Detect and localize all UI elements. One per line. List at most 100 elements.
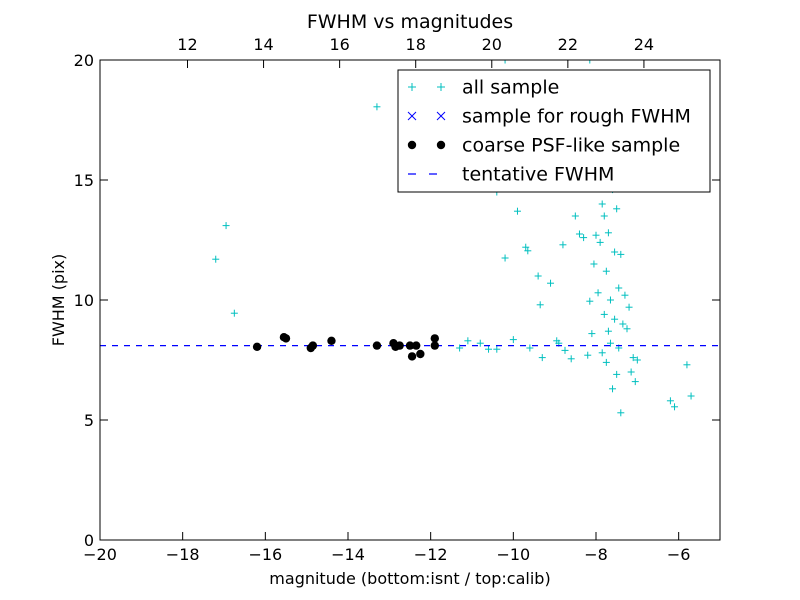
top-x-tick-label: 20 [482,35,502,54]
all-sample-point [600,212,608,220]
all-sample-point [687,392,695,400]
all-sample-point [464,337,472,345]
legend-entry: tentative FWHM [408,164,614,186]
all-sample-point [631,378,639,386]
psf-sample-point [281,334,291,343]
all-sample-point [575,230,583,238]
x-tick-label: −16 [248,545,282,564]
plot-area: −20 −18 −16 −14 −12 −10 −8 −6 0 5 10 15 20 12 14 16 18 20… [74,35,721,564]
all-sample-point [615,284,623,292]
top-x-tick-label: 18 [406,35,426,54]
all-sample-point [633,356,641,364]
all-sample-point [611,315,619,323]
x-tick-label: −12 [414,545,448,564]
legend-entry: all sample [408,77,559,99]
psf-sample-point [407,352,417,361]
all-sample-point [683,361,691,369]
all-sample-point [524,247,532,255]
top-x-tick-label: 16 [329,35,349,54]
x-tick-label: −6 [667,545,691,564]
x-tick-label: −14 [331,545,365,564]
all-sample-point [600,310,608,318]
all-sample-point [571,212,579,220]
all-sample-point [493,345,501,353]
all-sample-point [230,309,238,317]
psf-sample-point [416,349,425,359]
all-sample-point [594,289,602,297]
legend: all sample sample for rough FWHM coarse PS… [397,69,711,193]
x-tick-label: −8 [584,545,608,564]
all-sample-point [559,241,567,249]
all-sample-point [588,330,596,338]
chart-title: FWHM vs magnitudes [307,11,513,33]
legend-label: all sample [462,77,559,99]
top-x-tick-label: 12 [177,35,197,54]
data-marks [100,60,720,417]
all-sample-point [547,279,555,287]
x-axis-label: magnitude (bottom:isnt / top:calib) [269,569,550,588]
legend-label: sample for rough FWHM [462,106,691,128]
all-sample-point [592,231,600,239]
x-tick-label: −18 [166,545,200,564]
all-sample-point [561,346,569,354]
all-sample-point [598,349,606,357]
psf-sample-point [430,334,439,343]
all-sample-point [625,303,633,311]
all-sample-point [609,385,617,393]
psf-sample-point [405,341,415,350]
legend-x-b [436,111,446,121]
all-sample-point [526,344,534,352]
legend-psf-marker [407,140,417,150]
y-tick-label: 5 [84,411,94,430]
all-sample-point [671,403,679,411]
psf-sample-point [395,341,404,350]
all-sample-point [611,248,619,256]
y-tick-label: 20 [74,51,94,70]
all-sample-point [629,354,637,362]
x-tick-label: −10 [496,545,530,564]
all-sample-point [606,296,614,304]
all-sample-point [501,254,509,262]
all-sample-point [580,234,588,242]
psf-sample-point [327,336,336,345]
all-sample-point [536,301,544,309]
all-sample-point [476,339,484,347]
all-sample-point [586,60,594,64]
all-sample-point [666,397,674,405]
all-sample-point [373,103,381,111]
y-tick-label: 0 [84,531,94,550]
psf-sample-point [430,341,439,350]
all-sample-point [606,339,614,347]
all-sample-point [602,358,610,366]
all-sample-point [534,272,542,280]
legend-x-b [407,111,417,121]
all-sample-point [619,320,627,328]
all-sample-point [222,222,230,230]
y-tick-label: 15 [74,171,94,190]
all-sample-point [596,238,604,246]
all-sample-point [613,370,621,378]
x-tick-label: −20 [83,545,117,564]
psf-sample-point [412,341,421,350]
legend-label: tentative FWHM [462,164,614,186]
legend-entry: coarse PSF-like sample [407,135,680,157]
all-sample-point [456,344,464,352]
legend-psf-marker [436,140,446,150]
legend-box [397,69,711,193]
all-sample-point [567,355,575,363]
all-sample-point [627,368,635,376]
y-axis-label: FWHM (pix) [49,254,68,347]
top-x-tick-label: 22 [558,35,578,54]
y-tick-label: 10 [74,291,94,310]
top-x-tick-label: 24 [634,35,654,54]
all-sample-point [613,205,621,213]
top-x-tick-label: 14 [253,35,273,54]
all-sample-point [617,250,625,258]
all-sample-point [623,325,631,333]
all-sample-point [538,354,546,362]
all-sample-point [485,345,493,353]
all-sample-point [513,207,521,215]
all-sample-point [617,409,625,417]
legend-entry: sample for rough FWHM [407,106,691,128]
